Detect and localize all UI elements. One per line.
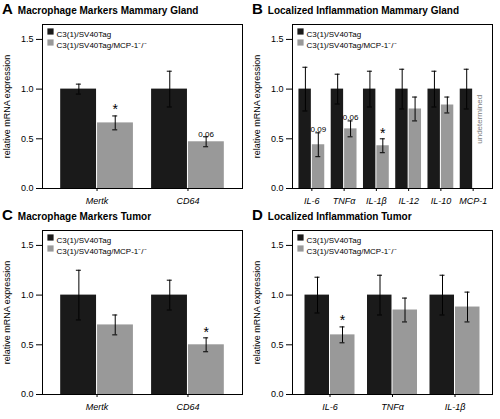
svg-text:1.5: 1.5 [21, 34, 34, 44]
svg-text:1.0: 1.0 [271, 84, 284, 94]
svg-text:C3(1)/SV40Tag/MCP-1⁻/⁻: C3(1)/SV40Tag/MCP-1⁻/⁻ [57, 41, 147, 50]
svg-text:0.06: 0.06 [198, 130, 214, 139]
svg-text:1.0: 1.0 [271, 290, 284, 300]
svg-text:1.0: 1.0 [21, 84, 34, 94]
svg-text:Mertk: Mertk [86, 402, 109, 412]
svg-text:Mertk: Mertk [86, 196, 109, 206]
svg-text:0.0: 0.0 [271, 389, 284, 399]
svg-text:IL-6: IL-6 [322, 402, 338, 412]
svg-text:0.06: 0.06 [343, 113, 359, 122]
svg-text:undetermined: undetermined [475, 95, 484, 144]
svg-text:0.0: 0.0 [21, 183, 34, 193]
svg-text:C3(1)/SV40Tag: C3(1)/SV40Tag [57, 30, 112, 39]
svg-text:1.5: 1.5 [271, 240, 284, 250]
svg-text:C3(1)/SV40Tag/MCP-1⁻/⁻: C3(1)/SV40Tag/MCP-1⁻/⁻ [57, 247, 147, 256]
svg-text:MCP-1: MCP-1 [459, 196, 487, 206]
svg-text:C3(1)/SV40Tag: C3(1)/SV40Tag [307, 30, 362, 39]
svg-text:CD64: CD64 [176, 196, 199, 206]
svg-text:1.5: 1.5 [271, 34, 284, 44]
svg-text:C3(1)/SV40Tag/MCP-1⁻/⁻: C3(1)/SV40Tag/MCP-1⁻/⁻ [307, 41, 397, 50]
svg-text:1.0: 1.0 [21, 290, 34, 300]
svg-text:IL-1β: IL-1β [445, 402, 466, 412]
html-text:C Macrophage Markers Tumor: C Macrophage Markers Tumor [2, 206, 151, 223]
html-text:B Localized Inflammation Mamma: B Localized Inflammation Mammary Gland [252, 0, 459, 17]
svg-text:C3(1)/SV40Tag/MCP-1⁻/⁻: C3(1)/SV40Tag/MCP-1⁻/⁻ [307, 247, 397, 256]
svg-text:C3(1)/SV40Tag: C3(1)/SV40Tag [307, 236, 362, 245]
svg-text:*: * [113, 101, 119, 117]
svg-text:C3(1)/SV40Tag: C3(1)/SV40Tag [57, 236, 112, 245]
svg-text:*: * [380, 125, 386, 141]
svg-text:0.5: 0.5 [271, 134, 284, 144]
svg-text:TNFα: TNFα [333, 196, 356, 206]
svg-text:*: * [203, 324, 209, 340]
svg-text:1.5: 1.5 [21, 240, 34, 250]
svg-text:0.5: 0.5 [21, 134, 34, 144]
html-text:A Macrophage Markers Mammary G: A Macrophage Markers Mammary Gland [2, 0, 199, 17]
svg-text:0.09: 0.09 [311, 125, 327, 134]
svg-text:0.0: 0.0 [271, 183, 284, 193]
svg-text:IL-10: IL-10 [431, 196, 452, 206]
svg-text:relative mRNA expression: relative mRNA expression [2, 55, 12, 159]
svg-text:IL-1β: IL-1β [366, 196, 387, 206]
svg-text:*: * [340, 312, 346, 328]
svg-text:0.0: 0.0 [21, 389, 34, 399]
html-text:D Localized Inflammation Tumor: D Localized Inflammation Tumor [252, 206, 412, 223]
svg-text:relative mRNA expression: relative mRNA expression [2, 261, 12, 365]
svg-text:TNFα: TNFα [381, 402, 404, 412]
svg-text:relative mRNA expression: relative mRNA expression [252, 55, 262, 159]
svg-text:0.5: 0.5 [271, 340, 284, 350]
svg-text:0.5: 0.5 [21, 340, 34, 350]
svg-text:IL-6: IL-6 [304, 196, 320, 206]
svg-text:CD64: CD64 [176, 402, 199, 412]
svg-text:relative mRNA expression: relative mRNA expression [252, 261, 262, 365]
svg-text:IL-12: IL-12 [398, 196, 419, 206]
